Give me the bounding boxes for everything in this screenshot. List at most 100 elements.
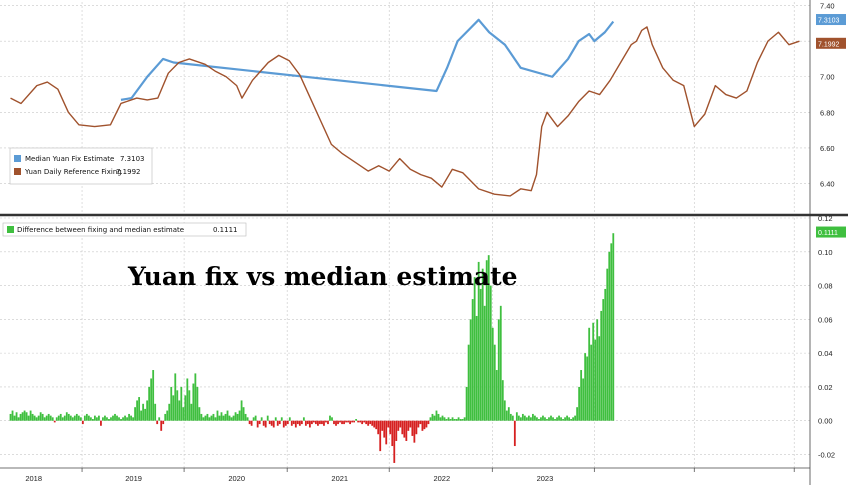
difference-bar	[258, 420, 261, 425]
difference-bar	[389, 420, 392, 435]
difference-bar	[612, 233, 615, 421]
difference-bar	[13, 415, 16, 421]
difference-value-tag-box	[816, 226, 846, 238]
difference-bar	[116, 415, 118, 421]
difference-bar	[564, 417, 566, 421]
difference-bar	[606, 268, 609, 421]
fixing-value-tag: 7.1992	[816, 37, 846, 49]
difference-bar	[403, 420, 406, 438]
difference-bar	[393, 420, 396, 463]
difference-legend-swatch	[7, 226, 14, 233]
difference-bar	[238, 410, 241, 421]
estimate-legend-label: Median Yuan Fix Estimate	[25, 155, 114, 163]
difference-bar	[310, 420, 313, 425]
difference-bar	[91, 419, 94, 421]
difference-bar	[87, 415, 90, 421]
difference-bar	[152, 370, 155, 421]
difference-bar	[574, 415, 577, 421]
difference-bar	[200, 413, 203, 421]
difference-bar	[204, 415, 207, 421]
difference-bar	[473, 277, 476, 421]
difference-bar	[63, 415, 66, 421]
difference-bar	[349, 420, 351, 425]
difference-bar	[264, 420, 267, 428]
price-lines	[10, 18, 800, 197]
difference-bar	[128, 413, 130, 421]
x-tick-label: 2018	[25, 474, 42, 483]
difference-bar	[317, 420, 319, 426]
top-y-tick-label: 7.00	[820, 73, 835, 82]
difference-bar	[517, 415, 520, 421]
difference-bar	[495, 370, 498, 421]
difference-bar	[415, 420, 418, 435]
difference-bar	[503, 400, 506, 421]
difference-bar	[178, 400, 181, 421]
fixing-value-tag-text: 7.1992	[818, 41, 840, 48]
difference-bar	[49, 415, 52, 421]
difference-bar	[51, 417, 54, 421]
difference-bar	[447, 417, 450, 421]
difference-bar	[164, 413, 167, 421]
difference-bar	[302, 417, 305, 421]
difference-bar	[39, 412, 42, 421]
difference-bar	[457, 417, 460, 421]
x-tick-label: 2019	[125, 474, 142, 483]
difference-bar	[250, 420, 253, 426]
bottom-y-tick-label: 0.08	[818, 282, 833, 291]
difference-bar	[455, 419, 458, 421]
difference-bar	[156, 420, 159, 425]
difference-bar	[79, 417, 82, 421]
difference-bar	[186, 378, 189, 421]
difference-bar	[604, 288, 607, 421]
difference-bar	[451, 417, 454, 421]
difference-bar	[108, 419, 110, 421]
difference-bar	[89, 417, 92, 421]
difference-bar	[69, 415, 72, 421]
difference-bar	[463, 417, 466, 421]
difference-bar	[337, 420, 339, 425]
difference-bar	[489, 285, 492, 421]
difference-bar	[304, 420, 307, 426]
difference-bar	[280, 417, 283, 421]
difference-bar	[441, 415, 444, 421]
difference-bar	[126, 417, 128, 421]
difference-bar	[130, 415, 132, 421]
difference-bar	[41, 413, 44, 421]
estimate-value-tag-box	[816, 14, 846, 26]
difference-bar	[381, 420, 384, 431]
difference-bar	[552, 417, 554, 421]
difference-bar	[172, 395, 175, 421]
difference-bar	[544, 417, 546, 421]
difference-bar	[546, 419, 548, 421]
difference-bar	[198, 407, 201, 421]
difference-bar	[497, 319, 500, 421]
difference-bar	[94, 415, 96, 421]
difference-bar	[321, 420, 323, 425]
difference-bar	[232, 415, 235, 421]
difference-bar	[150, 378, 153, 421]
difference-bar	[83, 415, 86, 421]
difference-bar	[300, 420, 303, 425]
difference-bar	[212, 413, 215, 421]
difference-bar	[154, 403, 157, 421]
difference-bar	[158, 417, 161, 421]
difference-bar	[21, 412, 24, 421]
difference-bar	[248, 420, 251, 425]
difference-bar	[176, 390, 179, 421]
difference-bar	[37, 415, 40, 421]
top-y-tick-label: 6.80	[820, 108, 835, 117]
difference-bar	[102, 417, 104, 421]
difference-bar	[29, 410, 32, 421]
difference-bar	[417, 420, 420, 428]
difference-bar	[106, 417, 108, 421]
difference-bar	[71, 417, 74, 421]
difference-bar	[306, 420, 309, 425]
difference-bar	[182, 407, 185, 421]
difference-bar	[501, 380, 504, 421]
difference-bar	[325, 420, 327, 423]
difference-bar	[427, 420, 430, 425]
top-y-tick-label: 7.40	[820, 2, 835, 11]
difference-bar	[566, 415, 568, 421]
difference-bar	[96, 417, 98, 421]
difference-bar	[385, 420, 388, 445]
